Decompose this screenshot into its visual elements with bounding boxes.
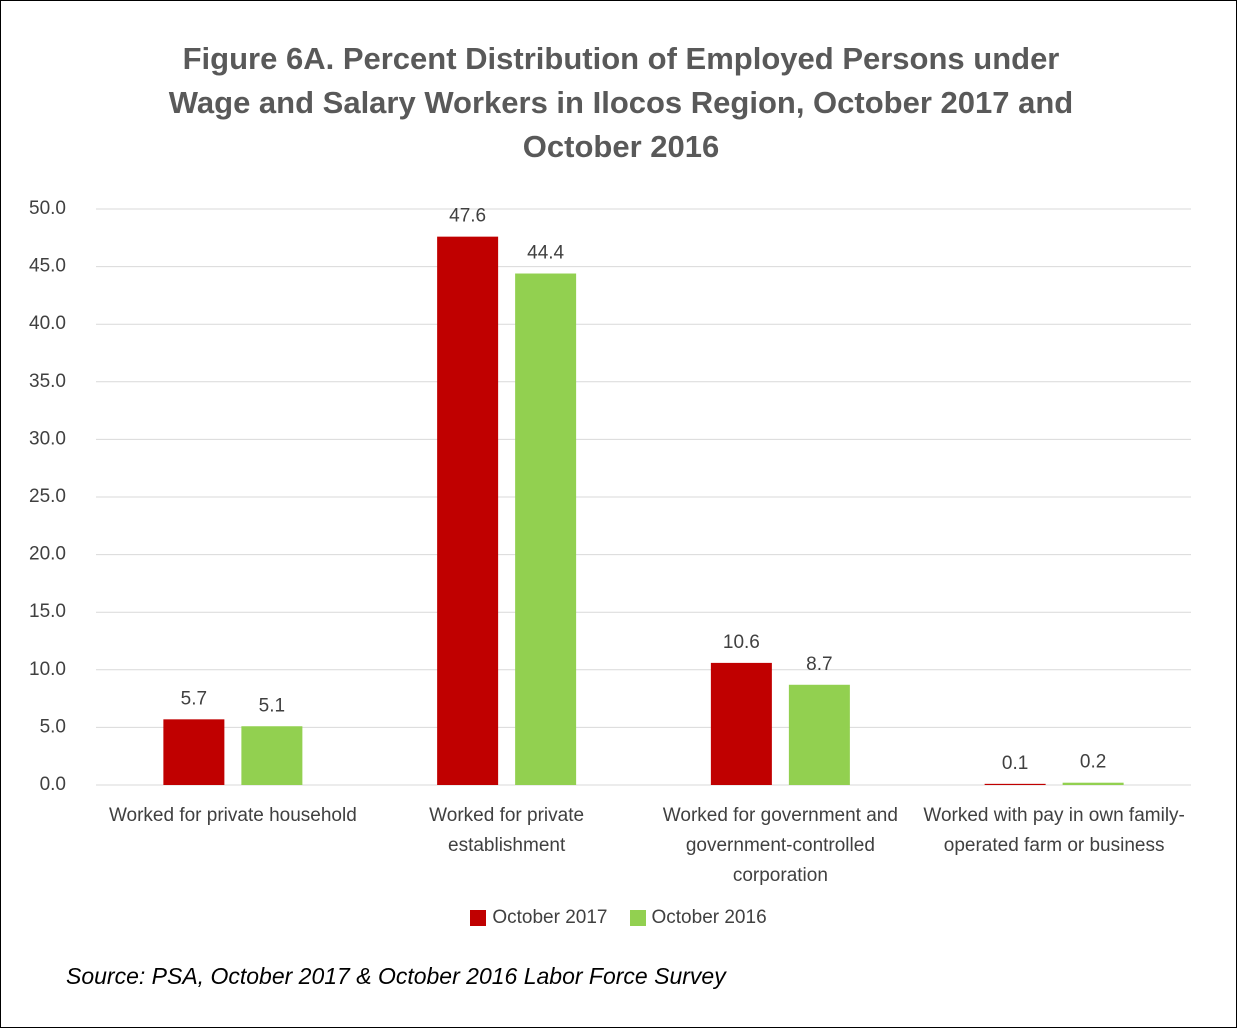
data-label: 44.4 [527,243,564,264]
data-label: 5.1 [259,695,285,716]
legend-label: October 2017 [492,907,608,928]
y-tick-label: 5.0 [40,716,66,737]
bar [241,726,303,785]
bar [788,684,850,785]
x-tick-label: Worked for private establishment [429,805,585,856]
y-tick-label: 40.0 [29,313,66,334]
bar [163,719,225,785]
legend-label: October 2016 [651,907,767,928]
bar [710,662,772,785]
bar [984,783,1046,785]
data-label: 10.6 [723,632,760,653]
legend-item: October 2017 [470,907,608,929]
x-tick-label: Worked for private household [108,805,357,826]
y-tick-label: 15.0 [29,601,66,622]
x-tick-label: Worked for government and government-con… [662,805,898,886]
y-tick-label: 45.0 [29,256,66,277]
y-tick-label: 35.0 [29,371,66,392]
legend: October 2017 October 2016 [1,907,1236,929]
y-tick-label: 30.0 [29,428,66,449]
legend-swatch [470,910,487,926]
bar [515,273,577,785]
legend-swatch [629,910,646,926]
bar [437,236,499,785]
y-tick-label: 25.0 [29,486,66,507]
data-label: 5.7 [181,688,207,709]
y-tick-label: 0.0 [40,774,66,795]
bar [1062,782,1124,785]
legend-item: October 2016 [629,907,767,929]
data-label: 8.7 [806,654,832,675]
y-tick-label: 20.0 [29,544,66,565]
data-label: 0.2 [1080,752,1106,773]
x-tick-label: Worked with pay in own family-operated f… [923,805,1185,856]
source-note: Source: PSA, October 2017 & October 2016… [66,963,726,989]
data-label: 0.1 [1002,753,1028,774]
data-label: 47.6 [449,206,486,227]
chart-title: Figure 6A. Percent Distribution of Emplo… [168,41,1074,164]
y-tick-label: 50.0 [29,198,66,219]
y-tick-label: 10.0 [29,659,66,680]
